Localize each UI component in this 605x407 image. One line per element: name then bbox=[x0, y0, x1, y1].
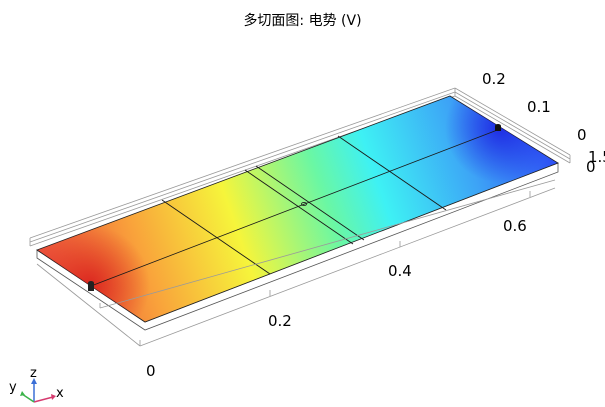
electrode-left[interactable] bbox=[88, 281, 94, 291]
x-tick-label-3: 0.6 bbox=[503, 217, 527, 235]
x-axis-arrow bbox=[33, 396, 54, 403]
plot-title: 多切面图: 电势 (V) bbox=[243, 13, 362, 29]
low-potential-region bbox=[37, 96, 558, 322]
y-axis-arrow bbox=[21, 393, 35, 403]
x-tick-label-1: 0.2 bbox=[268, 312, 292, 330]
triad-y-label: y bbox=[9, 380, 17, 395]
triad-x-label: x bbox=[56, 386, 64, 401]
y-tick-label-2: 0.2 bbox=[482, 70, 506, 88]
slice-lines bbox=[161, 135, 447, 275]
y-tick-label-1: 0.1 bbox=[527, 98, 551, 116]
electrode-right[interactable] bbox=[495, 124, 501, 131]
axes-triad: z x y bbox=[0, 360, 80, 407]
y-tick-label-0: 0 bbox=[577, 126, 587, 144]
triad-z-label: z bbox=[30, 366, 37, 381]
center-line bbox=[90, 128, 501, 287]
x-tick-label-2: 0.4 bbox=[388, 262, 412, 280]
center-marker bbox=[301, 201, 307, 207]
x-axis bbox=[36, 179, 556, 347]
z-tick-label-1: 0 bbox=[586, 158, 596, 176]
x-tick-label-0: 0 bbox=[146, 362, 156, 380]
z-tick-label-0: 1.5 bbox=[588, 148, 605, 166]
